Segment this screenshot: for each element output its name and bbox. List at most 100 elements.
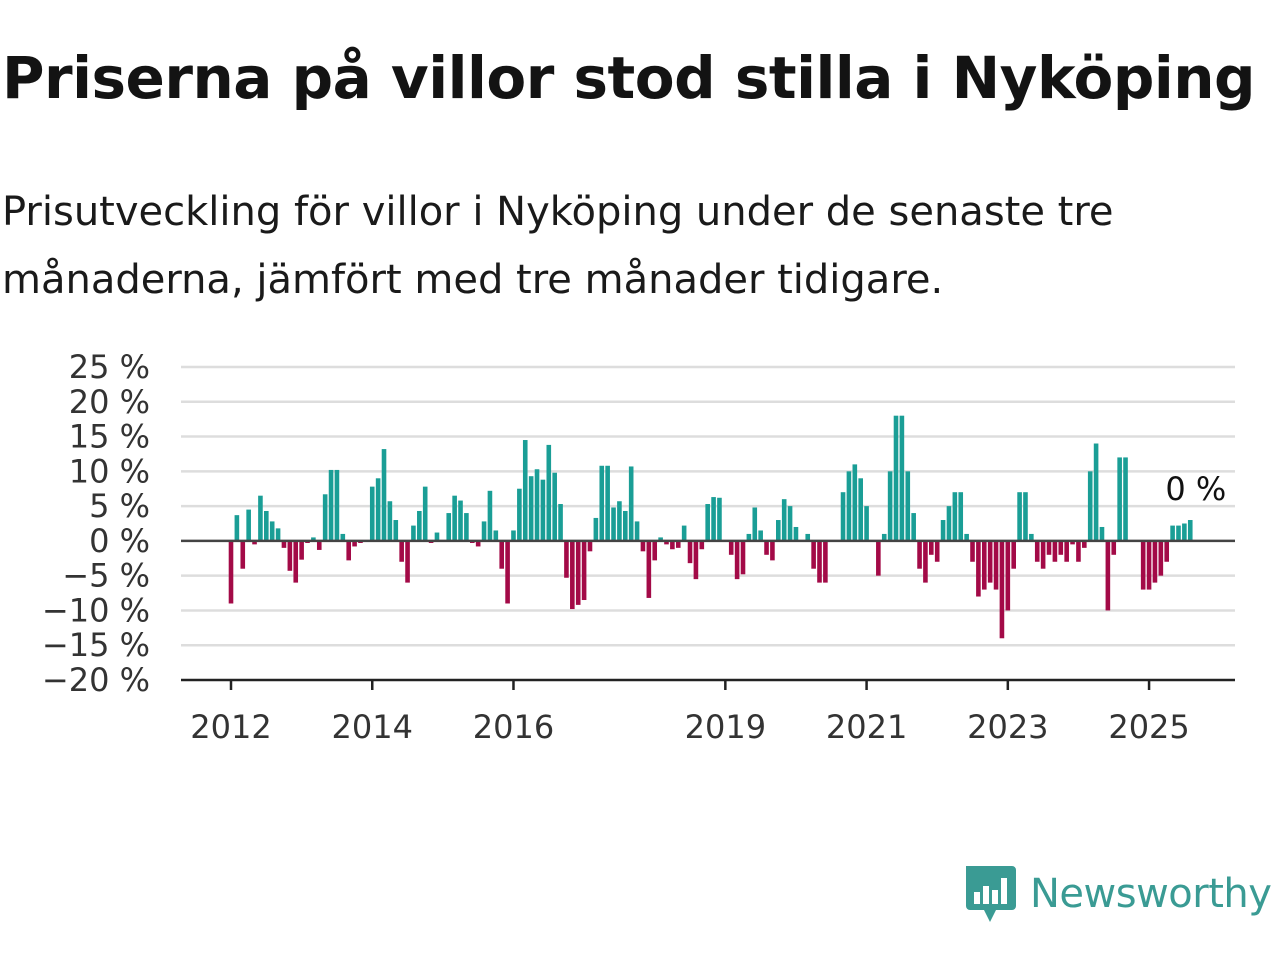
bar bbox=[823, 540, 828, 583]
bar bbox=[887, 471, 893, 541]
bar bbox=[534, 469, 540, 541]
bar bbox=[758, 530, 763, 541]
newsworthy-brand: Newsworthy bbox=[962, 862, 1272, 926]
bar bbox=[1011, 540, 1016, 569]
bar bbox=[570, 540, 575, 610]
x-tick-label: 2016 bbox=[473, 708, 554, 746]
bar bbox=[787, 506, 793, 541]
bar bbox=[499, 540, 505, 569]
bar bbox=[234, 515, 240, 541]
bar bbox=[981, 540, 987, 590]
bar bbox=[558, 504, 563, 541]
bar bbox=[299, 540, 304, 560]
bar bbox=[517, 488, 522, 541]
bar bbox=[752, 507, 758, 541]
bar bbox=[940, 520, 946, 541]
bar bbox=[728, 540, 734, 555]
bar bbox=[1058, 540, 1064, 555]
bar bbox=[587, 540, 593, 552]
bar bbox=[646, 540, 652, 598]
price-change-bar-chart: 25 %20 %15 %10 %5 %0 %−5 %−10 %−15 %−20 … bbox=[42, 348, 1235, 746]
bar bbox=[864, 506, 869, 541]
bar bbox=[1082, 540, 1087, 548]
bar bbox=[546, 444, 552, 541]
bar bbox=[999, 540, 1005, 639]
bar bbox=[393, 520, 399, 541]
bar bbox=[411, 525, 416, 541]
y-tick-label: 15 % bbox=[69, 418, 150, 456]
bar bbox=[658, 537, 663, 541]
bar bbox=[946, 506, 952, 541]
y-tick-label: 5 % bbox=[89, 487, 150, 525]
bar bbox=[1176, 525, 1181, 541]
bar bbox=[269, 521, 275, 541]
bar bbox=[564, 540, 569, 578]
bar bbox=[899, 415, 905, 541]
bar bbox=[987, 540, 993, 583]
bar bbox=[458, 500, 463, 541]
bar bbox=[487, 490, 493, 541]
bar bbox=[640, 540, 646, 552]
x-tick-label: 2021 bbox=[826, 708, 907, 746]
bar bbox=[623, 510, 628, 541]
bar bbox=[293, 540, 299, 583]
newsworthy-logo-icon bbox=[966, 866, 1016, 922]
bar bbox=[929, 540, 934, 555]
bar bbox=[652, 540, 658, 561]
bar bbox=[958, 492, 964, 541]
bar bbox=[764, 540, 769, 555]
bar bbox=[405, 540, 410, 583]
bar bbox=[275, 528, 281, 541]
bar bbox=[252, 540, 257, 545]
bar bbox=[711, 497, 716, 541]
bar bbox=[670, 540, 675, 550]
bar bbox=[1070, 540, 1075, 545]
bar bbox=[917, 540, 922, 569]
bar bbox=[1111, 540, 1117, 555]
bar bbox=[1123, 457, 1128, 541]
bar bbox=[605, 465, 610, 541]
bar bbox=[1105, 540, 1111, 611]
bar bbox=[964, 533, 969, 541]
bar bbox=[893, 415, 899, 541]
bar bbox=[258, 495, 263, 541]
bar bbox=[581, 540, 587, 601]
bar bbox=[846, 471, 852, 541]
bar bbox=[316, 540, 322, 550]
bar bbox=[664, 540, 669, 545]
x-tick-label: 2012 bbox=[190, 708, 271, 746]
y-tick-label: 0 % bbox=[89, 522, 150, 560]
bar bbox=[1170, 525, 1175, 541]
bar bbox=[346, 540, 351, 561]
bar bbox=[1117, 457, 1122, 541]
bar bbox=[369, 486, 375, 541]
bar bbox=[540, 479, 546, 541]
bar bbox=[681, 525, 687, 541]
bar bbox=[781, 499, 787, 541]
bar bbox=[1064, 540, 1069, 562]
bar bbox=[611, 507, 616, 541]
x-tick-label: 2014 bbox=[332, 708, 413, 746]
bar bbox=[434, 532, 440, 541]
bar bbox=[387, 501, 393, 541]
x-tick-label: 2019 bbox=[685, 708, 766, 746]
bar bbox=[770, 540, 775, 561]
bar bbox=[464, 513, 469, 541]
bar bbox=[1034, 540, 1040, 562]
bar bbox=[805, 533, 811, 541]
bar bbox=[528, 476, 534, 541]
bar bbox=[1023, 492, 1028, 541]
bar bbox=[970, 540, 975, 562]
bar bbox=[481, 521, 487, 541]
bar bbox=[452, 495, 457, 541]
x-tick-label: 2023 bbox=[967, 708, 1048, 746]
bar bbox=[852, 464, 858, 541]
bar bbox=[287, 540, 293, 571]
bar bbox=[422, 486, 428, 541]
bar bbox=[793, 526, 799, 541]
bar bbox=[352, 540, 357, 547]
bar bbox=[240, 540, 246, 569]
page-title: Priserna på villor stod stilla i Nyköpin… bbox=[2, 44, 1256, 112]
bar bbox=[511, 530, 516, 541]
bar bbox=[905, 471, 911, 541]
